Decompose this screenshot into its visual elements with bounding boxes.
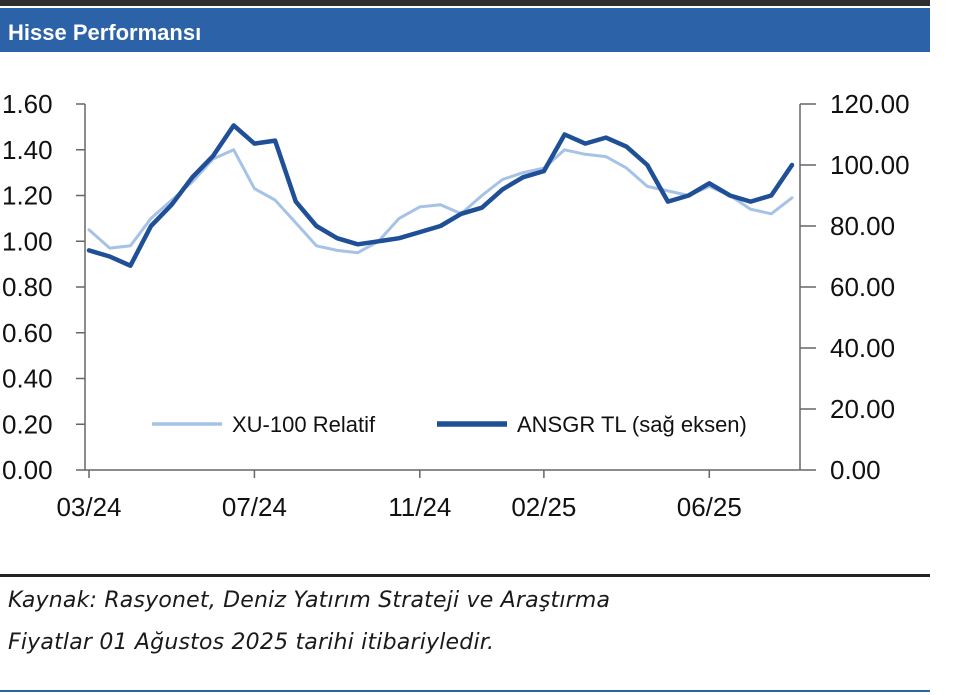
x-tick-label: 07/24 — [222, 492, 287, 522]
legend-label-2: ANSGR TL (sağ eksen) — [517, 412, 747, 437]
left-tick-label: 0.20 — [2, 409, 53, 439]
left-tick-label: 1.40 — [2, 135, 53, 165]
left-tick-label: 0.00 — [2, 455, 53, 485]
right-tick-label: 100.00 — [830, 150, 910, 180]
right-tick-label: 60.00 — [830, 272, 895, 302]
left-tick-label: 1.20 — [2, 181, 53, 211]
left-tick-label: 1.60 — [2, 89, 53, 119]
x-tick-label: 03/24 — [56, 492, 121, 522]
right-tick-label: 80.00 — [830, 211, 895, 241]
price-date-note: Fiyatlar 01 Ağustos 2025 tarihi itibariy… — [8, 630, 495, 655]
x-tick-label: 02/25 — [511, 492, 576, 522]
left-tick-label: 0.80 — [2, 272, 53, 302]
source-note: Kaynak: Rasyonet, Deniz Yatırım Strateji… — [8, 588, 611, 613]
top-rule — [0, 0, 930, 6]
header-bar: Hisse Performansı — [0, 8, 930, 52]
divider — [0, 574, 930, 577]
legend-label-1: XU-100 Relatif — [232, 412, 376, 437]
right-tick-label: 120.00 — [830, 89, 910, 119]
chart: 0.00 0.20 0.40 0.60 0.80 1.00 1.20 1.40 1.60 0.00… — [2, 89, 910, 522]
chart-title: Hisse Performansı — [8, 20, 202, 45]
right-tick-label: 0.00 — [830, 455, 881, 485]
right-tick-label: 40.00 — [830, 333, 895, 363]
left-tick-label: 0.60 — [2, 318, 53, 348]
series-line-1 — [87, 148, 794, 255]
right-tick-label: 20.00 — [830, 394, 895, 424]
bottom-rule — [0, 690, 930, 692]
x-tick-label: 06/25 — [677, 492, 742, 522]
x-tick-label: 11/24 — [388, 492, 451, 522]
series-line-2 — [86, 123, 795, 268]
left-tick-label: 0.40 — [2, 364, 53, 394]
left-tick-label: 1.00 — [2, 226, 53, 256]
